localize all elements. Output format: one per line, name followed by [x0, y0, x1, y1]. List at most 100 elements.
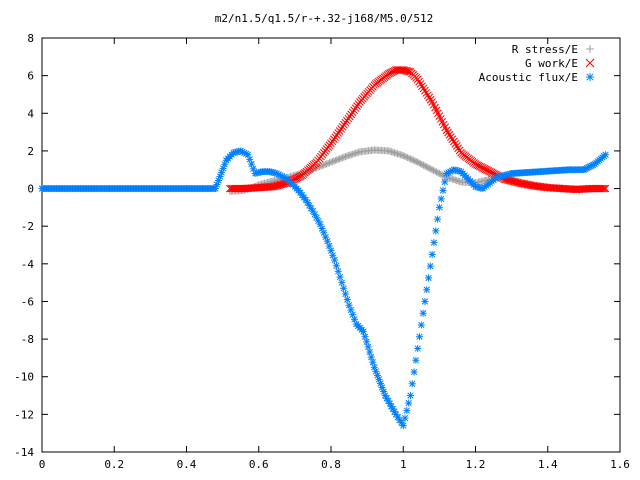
data-point	[416, 333, 424, 341]
data-point	[320, 161, 328, 169]
data-point	[423, 91, 432, 100]
data-point	[340, 284, 348, 292]
data-point	[369, 358, 377, 366]
data-point	[399, 66, 408, 74]
data-point	[425, 164, 433, 172]
data-point	[411, 157, 419, 165]
data-point	[338, 279, 346, 287]
data-point	[430, 239, 438, 247]
data-point	[417, 160, 425, 168]
data-point	[331, 256, 339, 264]
x-tick-label: 1.2	[466, 458, 486, 471]
data-point	[332, 262, 340, 270]
x-tick-label: 1.6	[610, 458, 630, 471]
data-point	[428, 166, 436, 174]
y-tick-label: -12	[14, 408, 34, 421]
data-point	[434, 169, 442, 177]
data-point	[408, 380, 416, 388]
data-point	[401, 152, 409, 160]
legend-label: G work/E	[525, 57, 578, 70]
data-point	[417, 321, 425, 329]
data-point	[431, 167, 439, 175]
data-point	[399, 152, 407, 160]
data-point	[454, 144, 463, 153]
data-point	[434, 215, 442, 223]
data-point	[373, 371, 381, 379]
data-point	[405, 399, 413, 407]
data-point	[409, 156, 417, 164]
data-point	[425, 274, 433, 282]
y-tick-label: -2	[21, 220, 34, 233]
y-axis: 8 6 4 2 0 -2 -4 -6 -8 -10 -12 -14	[14, 32, 620, 459]
data-point	[506, 176, 515, 185]
data-point	[336, 155, 344, 163]
x-tick-label: 0.2	[104, 458, 124, 471]
data-point	[399, 422, 407, 430]
data-point	[403, 67, 412, 75]
legend-marker	[585, 58, 595, 68]
data-point	[402, 153, 410, 161]
data-point	[343, 296, 351, 304]
data-point	[452, 142, 461, 150]
data-point	[509, 177, 517, 186]
data-point	[333, 156, 341, 164]
data-point	[430, 166, 438, 174]
data-point	[507, 177, 516, 185]
data-point	[435, 169, 443, 177]
data-point	[328, 158, 336, 166]
data-point	[419, 161, 427, 169]
y-tick-label: 0	[27, 183, 34, 196]
x-tick-label: 1.4	[538, 458, 558, 471]
data-point	[425, 93, 434, 102]
data-point	[310, 165, 318, 173]
legend-marker	[586, 73, 594, 81]
data-point	[412, 356, 420, 364]
data-point	[340, 153, 348, 161]
data-point	[216, 172, 224, 180]
data-point	[416, 80, 425, 88]
data-point	[341, 290, 349, 298]
x-tick-label: 0.4	[177, 458, 197, 471]
y-tick-label: 2	[27, 145, 34, 158]
data-point	[451, 139, 460, 148]
data-point	[326, 159, 334, 167]
data-point	[418, 160, 426, 168]
data-point	[447, 133, 455, 141]
data-point	[422, 89, 431, 97]
y-tick-label: -10	[14, 371, 34, 384]
plot-frame	[41, 37, 621, 453]
data-point	[435, 203, 443, 211]
data-point	[273, 181, 282, 190]
data-point	[401, 414, 409, 422]
data-point	[403, 407, 411, 415]
data-point	[415, 77, 423, 86]
data-point	[421, 162, 429, 170]
data-point	[361, 333, 369, 341]
data-point	[442, 126, 451, 135]
data-point	[428, 250, 436, 258]
data-point	[272, 182, 280, 190]
data-point	[269, 182, 278, 191]
series-3	[38, 147, 610, 430]
data-point	[427, 165, 435, 173]
data-point	[406, 155, 414, 163]
x-tick-label: 0	[39, 458, 46, 471]
y-tick-label: -4	[21, 258, 35, 271]
x-tick-label: 1	[400, 458, 407, 471]
y-tick-label: -8	[21, 333, 34, 346]
x-axis: 0 0.2 0.4 0.6 0.8 1 1.2 1.4 1.6	[39, 38, 630, 471]
x-tick-label: 0.8	[321, 458, 341, 471]
data-point	[410, 368, 418, 376]
data-point	[270, 182, 279, 191]
data-point	[278, 180, 286, 189]
data-point	[602, 151, 610, 159]
data-point	[366, 348, 374, 356]
data-point	[432, 168, 440, 176]
data-point	[441, 178, 449, 186]
legend-label: R stress/E	[512, 43, 578, 56]
data-point	[402, 66, 410, 75]
data-point	[367, 353, 375, 361]
data-point	[219, 164, 227, 172]
data-point	[437, 195, 445, 203]
